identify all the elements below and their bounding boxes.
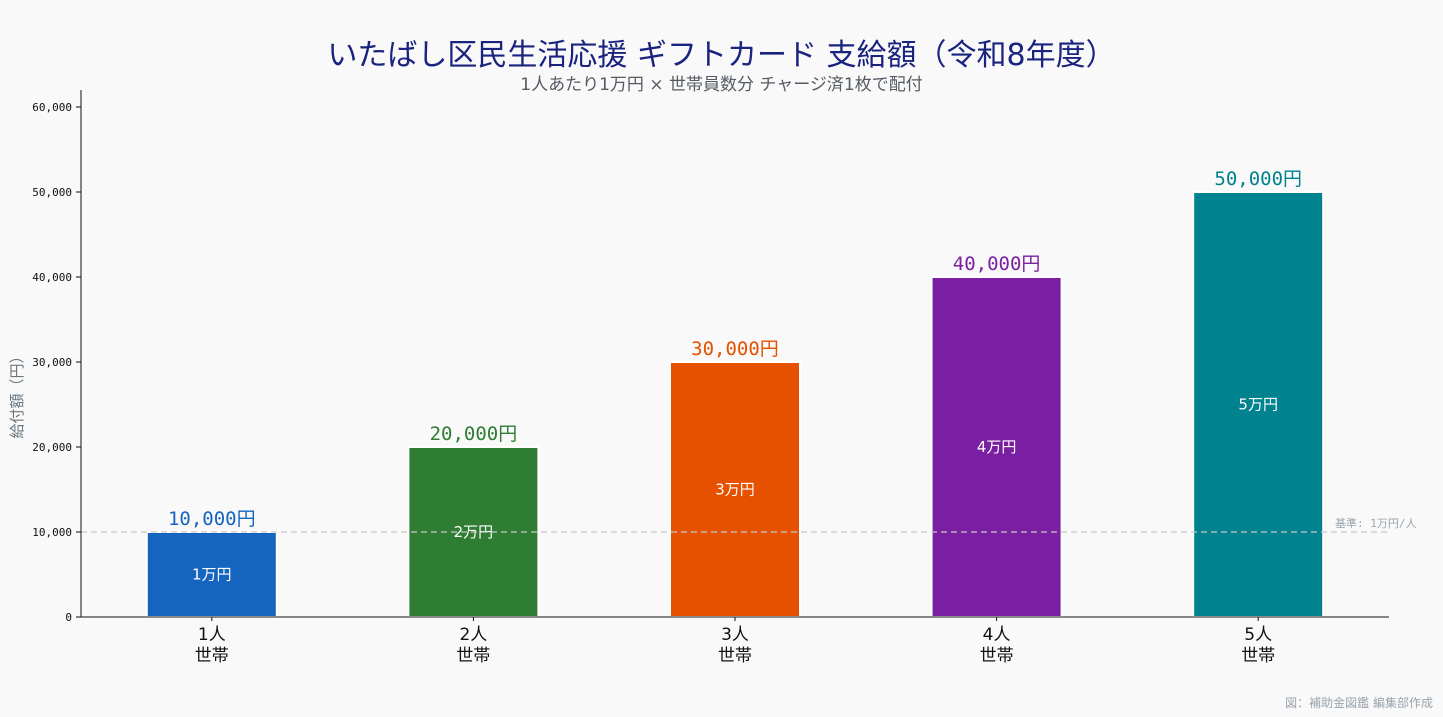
x-tick-label: 1人 — [198, 625, 226, 645]
bar-inner-label: 1万円 — [192, 566, 232, 584]
x-tick-label: 3人 — [721, 625, 749, 645]
y-tick-label: 30,000 — [32, 356, 72, 369]
source-credit: 図：補助金図鑑 編集部作成 — [1285, 696, 1433, 710]
x-tick-label: 4人 — [983, 625, 1011, 645]
bar-value-label: 10,000円 — [168, 508, 256, 530]
chart-subtitle: 1人あたり1万円 × 世帯員数分 チャージ済1枚で配付 — [520, 75, 923, 95]
y-tick-label: 40,000 — [32, 271, 72, 284]
bar — [145, 531, 278, 618]
y-tick-label: 0 — [65, 611, 72, 624]
x-tick-label: 世帯 — [718, 646, 752, 666]
bar-value-label: 40,000円 — [953, 253, 1041, 275]
x-tick-label: 世帯 — [456, 646, 490, 666]
y-tick-label: 50,000 — [32, 186, 72, 199]
bar-value-label: 50,000円 — [1214, 168, 1302, 190]
y-tick-label: 20,000 — [32, 441, 72, 454]
x-tick-label: 2人 — [459, 625, 487, 645]
chart-title: いたばし区民生活応援 ギフトカード 支給額（令和8年度） — [327, 38, 1116, 73]
x-tick-label: 世帯 — [1241, 646, 1275, 666]
x-tick-label: 世帯 — [980, 646, 1014, 666]
bar-value-label: 30,000円 — [691, 338, 779, 360]
bar-value-label: 20,000円 — [430, 423, 518, 445]
x-tick-label: 世帯 — [195, 646, 229, 666]
bar-inner-label: 3万円 — [715, 481, 755, 499]
y-tick-label: 60,000 — [32, 101, 72, 114]
x-tick-label: 5人 — [1244, 625, 1272, 645]
bar-inner-label: 4万円 — [977, 438, 1017, 456]
bar — [669, 361, 801, 618]
y-axis-label: 給付額（円） — [8, 348, 26, 438]
bar-inner-label: 5万円 — [1238, 396, 1278, 414]
reference-line-label: 基準: 1万円/人 — [1335, 516, 1417, 530]
y-tick-label: 10,000 — [32, 526, 72, 539]
